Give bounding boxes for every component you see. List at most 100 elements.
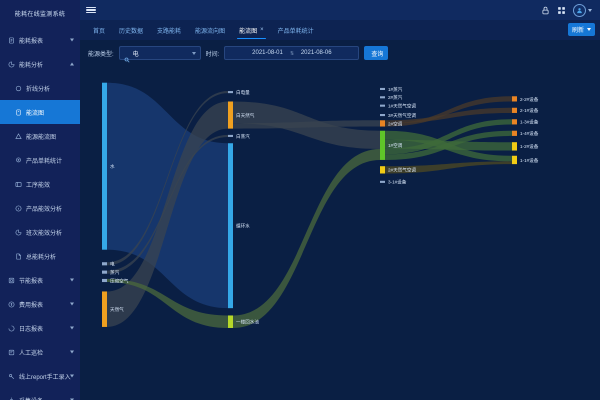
sidebar-item-label: 节能报表	[19, 278, 44, 285]
chevron-down-icon	[70, 374, 74, 378]
avatar[interactable]	[573, 3, 592, 17]
sankey-link[interactable]	[385, 107, 512, 124]
sankey-node[interactable]	[380, 166, 385, 174]
sidebar-item-3[interactable]: 能流图	[0, 100, 80, 124]
sankey-node-label: 1-4#设备	[520, 130, 539, 137]
tab-0[interactable]: 首页	[86, 20, 112, 40]
sankey-node[interactable]	[512, 142, 517, 151]
sankey-node[interactable]	[512, 130, 517, 136]
sidebar-item-12[interactable]: 日志报表	[0, 316, 80, 340]
sankey-node[interactable]	[380, 87, 385, 91]
sidebar-item-6[interactable]: 工序能效	[0, 172, 80, 196]
menu-icon[interactable]	[86, 6, 96, 14]
save-energy-icon	[7, 276, 15, 284]
sankey-node[interactable]	[512, 119, 517, 125]
sankey-node[interactable]	[228, 315, 233, 328]
sankey-node-label: 蒸汽	[110, 269, 119, 276]
sidebar-item-13[interactable]: 人工巡检	[0, 340, 80, 364]
tab-3[interactable]: 能源流向图	[188, 20, 232, 40]
sidebar-item-1[interactable]: 能耗分析	[0, 52, 80, 76]
query-button[interactable]: 查询	[364, 46, 392, 77]
sidebar-item-10[interactable]: 节能报表	[0, 268, 80, 292]
cost-icon	[7, 300, 15, 308]
sidebar-item-5[interactable]: 产品单耗统计	[0, 148, 80, 172]
sankey-node[interactable]	[512, 96, 517, 102]
doc-icon	[14, 252, 22, 260]
sankey-node[interactable]	[102, 278, 107, 283]
sankey-link[interactable]	[385, 161, 512, 174]
sankey-node[interactable]	[512, 155, 517, 165]
info-icon	[14, 204, 22, 212]
line-chart-icon	[14, 84, 22, 92]
tab-2[interactable]: 支路能耗	[150, 20, 188, 40]
sankey-node[interactable]	[380, 180, 385, 183]
sidebar-item-0[interactable]: 能耗报表	[0, 28, 80, 52]
sidebar-item-7[interactable]: 产品能效分析	[0, 196, 80, 220]
tab-label: 能流图	[239, 28, 258, 35]
sankey-node[interactable]	[228, 91, 233, 94]
sankey-node[interactable]	[380, 104, 385, 107]
sankey-node[interactable]	[102, 291, 107, 327]
sidebar-item-15[interactable]: 采集设备	[0, 388, 80, 400]
chevron-up-icon	[70, 62, 74, 66]
sankey-link[interactable]	[233, 120, 380, 129]
sankey-node[interactable]	[512, 107, 517, 113]
sankey-link[interactable]	[233, 148, 380, 328]
energy-type-label: 能源类型:	[88, 51, 114, 58]
sankey-node[interactable]	[228, 143, 233, 309]
sankey-node[interactable]	[102, 262, 107, 266]
date-start[interactable]: 2021-08-01	[252, 50, 283, 56]
sidebar-item-14[interactable]: 线上report手工录入	[0, 364, 80, 388]
sankey-link[interactable]	[385, 130, 512, 160]
sidebar-item-label: 能源能流图	[26, 134, 57, 141]
sankey-node-label: 白电量	[236, 89, 250, 96]
sidebar-item-label: 线上report手工录入	[19, 374, 71, 381]
date-end[interactable]: 2021-08-06	[300, 50, 332, 56]
chevron-down-icon	[70, 326, 74, 330]
sidebar-item-label: 能耗分析	[19, 62, 44, 69]
chevron-down-icon	[70, 350, 74, 354]
sankey-node-label: 2#天然气空调	[388, 167, 416, 174]
energy-type-value: 电	[132, 51, 139, 58]
sidebar-item-label: 能耗报表	[19, 38, 44, 45]
sankey-link[interactable]	[107, 101, 228, 327]
sidebar-item-11[interactable]: 费用报表	[0, 292, 80, 316]
sidebar-item-label: 工序能效	[26, 182, 51, 189]
tab-4[interactable]: 能流图 ×	[232, 20, 271, 40]
sankey-chart: 水电蒸汽 压缩空气 天然气 白电量 白天然气 白蒸汽 循环水 一楼回水池 1#蒸汽 2#蒸汽 1#天…	[80, 66, 600, 400]
sidebar-item-8[interactable]: 班次能效分析	[0, 220, 80, 244]
sidebar-item-label: 产品单耗统计	[26, 158, 63, 165]
sankey-link[interactable]	[107, 278, 228, 328]
process-icon	[14, 180, 22, 188]
lock-icon[interactable]	[541, 6, 550, 15]
refresh-button[interactable]: 刷新	[567, 23, 595, 36]
sankey-node-label: 白天然气	[236, 112, 255, 119]
tab-close-icon[interactable]: ×	[260, 27, 264, 33]
chevron-down-icon	[70, 398, 74, 400]
sankey-node[interactable]	[102, 270, 107, 274]
sankey-node[interactable]	[228, 101, 233, 129]
sankey-link[interactable]	[385, 119, 512, 155]
sankey-node[interactable]	[380, 120, 385, 127]
sankey-link[interactable]	[107, 134, 228, 274]
sidebar-item-2[interactable]: 折线分析	[0, 76, 80, 100]
sankey-node[interactable]	[380, 96, 385, 99]
sankey-node-label: 1#空调	[388, 142, 403, 149]
sidebar-item-9[interactable]: 总能耗分析	[0, 244, 80, 268]
date-range-picker[interactable]: 2021-08-01 2021-08-06	[224, 46, 360, 60]
sankey-node[interactable]	[380, 114, 385, 117]
tab-1[interactable]: 历史数据	[112, 20, 150, 40]
sankey-link[interactable]	[107, 91, 228, 266]
chevron-down-icon	[70, 302, 74, 306]
tab-5[interactable]: 产品单耗统计	[271, 20, 321, 40]
sankey-node[interactable]	[380, 130, 385, 160]
sidebar-item-4[interactable]: 能源能流图	[0, 124, 80, 148]
sankey-node[interactable]	[102, 82, 107, 250]
sidebar-item-label: 日志报表	[19, 326, 44, 333]
apps-icon[interactable]	[557, 6, 566, 15]
filter-bar: 能源类型: 电 时间: 2021-08-01 2021-08-06	[80, 40, 600, 77]
energy-type-select[interactable]: 电	[118, 46, 201, 63]
sankey-node[interactable]	[228, 134, 233, 137]
sankey-node-label: 3-1#设备	[388, 179, 407, 186]
sankey-link[interactable]	[385, 96, 512, 127]
